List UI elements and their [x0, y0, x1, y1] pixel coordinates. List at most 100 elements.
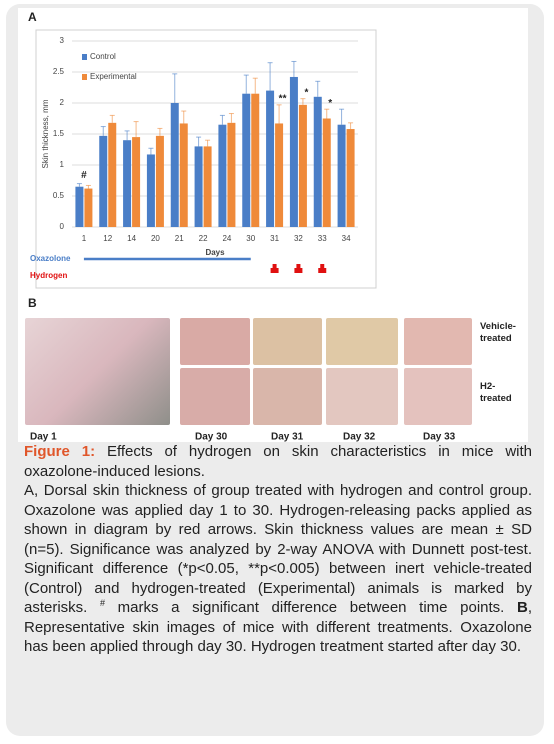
- error-bar: [76, 183, 82, 187]
- bar: [179, 123, 188, 227]
- y-tick-label: 3: [60, 36, 65, 45]
- annotation: **: [279, 94, 287, 105]
- x-tick-label: 31: [270, 234, 279, 243]
- caption-segment: marks a significant difference between t…: [105, 599, 517, 616]
- day-label: Day 1: [30, 432, 57, 443]
- error-bar: [348, 122, 354, 130]
- row-label: Vehicle-treated: [480, 321, 516, 344]
- day-label: Day 30: [195, 432, 228, 443]
- error-bar: [291, 60, 297, 77]
- error-bar: [133, 121, 139, 138]
- error-bar: [276, 104, 282, 124]
- x-tick-label: 34: [342, 234, 351, 243]
- bar: [84, 188, 93, 227]
- annotation: *: [304, 87, 308, 98]
- caption-segment: A, Dorsal skin thickness of group treate…: [24, 482, 532, 616]
- error-bar: [124, 130, 130, 141]
- bar: [170, 103, 179, 227]
- treatment-marker: [294, 264, 303, 273]
- error-bar: [228, 113, 234, 123]
- error-bar: [243, 74, 249, 94]
- panel-label: B: [28, 296, 37, 310]
- bar: [298, 104, 307, 227]
- bar: [251, 93, 260, 227]
- x-tick-label: 20: [151, 234, 160, 243]
- error-bar: [219, 114, 225, 125]
- legend-swatch: [82, 74, 87, 80]
- y-tick-label: 0.5: [53, 191, 65, 200]
- bar: [203, 146, 212, 227]
- photo: [326, 318, 398, 365]
- bar: [289, 76, 298, 228]
- error-bar: [181, 110, 187, 124]
- bar: [266, 90, 275, 227]
- treatment-label: Oxazolone: [30, 254, 71, 263]
- error-bar: [148, 147, 154, 155]
- y-tick-label: 1: [60, 160, 65, 169]
- photo: [404, 318, 472, 365]
- legend-swatch: [82, 54, 87, 60]
- photo: [253, 368, 322, 425]
- x-tick-label: 33: [318, 234, 327, 243]
- error-bar: [252, 77, 258, 94]
- annotation: #: [81, 170, 87, 181]
- plot-frame: [35, 29, 377, 289]
- x-tick-label: 32: [294, 234, 303, 243]
- caption: Figure 1: Effects of hydrogen on skin ch…: [24, 442, 532, 657]
- x-tick-label: 12: [103, 234, 112, 243]
- annotation: *: [328, 98, 332, 109]
- bar: [132, 137, 141, 227]
- bar: [227, 122, 236, 227]
- photo: [326, 368, 398, 425]
- x-tick-label: 21: [175, 234, 184, 243]
- bar: [146, 154, 155, 227]
- day-label: Day 33: [423, 432, 456, 443]
- x-tick-label: 22: [199, 234, 208, 243]
- x-tick-label: 14: [127, 234, 136, 243]
- error-bar: [157, 127, 163, 136]
- bar: [275, 123, 284, 227]
- error-bar: [100, 126, 106, 136]
- bar: [242, 93, 251, 227]
- error-bar: [109, 114, 115, 123]
- bar: [108, 122, 117, 227]
- y-tick-label: 1.5: [53, 129, 65, 138]
- caption-title: Effects of hydrogen on skin characterist…: [24, 443, 533, 480]
- error-bar: [205, 139, 211, 147]
- bar: [123, 140, 132, 227]
- error-bar: [324, 108, 330, 119]
- x-tick-label: 30: [246, 234, 255, 243]
- bar: [337, 124, 346, 227]
- caption-segment: B: [517, 599, 528, 616]
- bar: [313, 96, 322, 227]
- bar: [322, 118, 331, 227]
- bar: [99, 135, 108, 227]
- row-label: H2-treated: [480, 381, 512, 404]
- treatment-marker: [270, 264, 279, 273]
- error-bar: [300, 98, 306, 105]
- error-bar: [196, 136, 202, 147]
- error-bar: [315, 80, 321, 97]
- caption-segment: #: [100, 598, 106, 608]
- bar: [155, 135, 164, 227]
- y-axis-label: Skin thickness, mm: [41, 99, 50, 168]
- treatment-label: Hydrogen: [30, 271, 67, 280]
- x-axis-label: Days: [205, 248, 225, 257]
- caption-segment: , Representative skin images of mice wit…: [24, 599, 533, 655]
- error-bar: [339, 108, 345, 125]
- bar: [346, 129, 355, 227]
- caption-label: Figure 1:: [24, 443, 96, 460]
- day-label: Day 31: [271, 432, 304, 443]
- bar: [218, 124, 227, 227]
- photo: [180, 368, 250, 425]
- x-tick-label: 1: [82, 234, 87, 243]
- x-tick-label: 24: [222, 234, 231, 243]
- bar: [75, 186, 84, 227]
- photo: [253, 318, 322, 365]
- error-bar: [172, 73, 178, 103]
- panel-label: A: [28, 10, 37, 24]
- caption-body: A, Dorsal skin thickness of group treate…: [24, 482, 532, 655]
- photo: [404, 368, 472, 425]
- treatment-marker: [318, 264, 327, 273]
